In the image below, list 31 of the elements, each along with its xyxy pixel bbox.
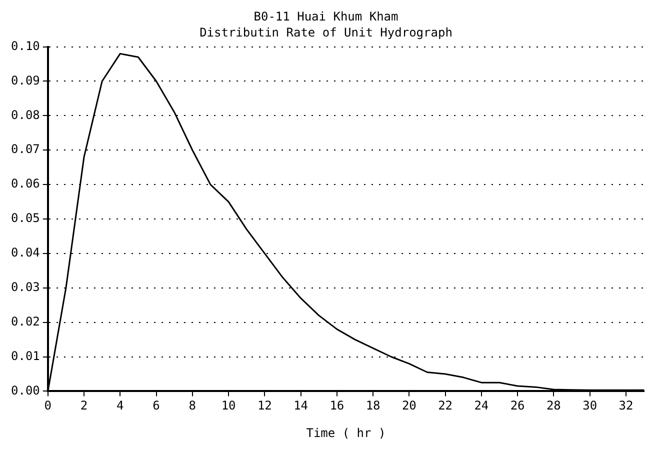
x-tick-label: 14 bbox=[294, 398, 308, 413]
y-tick-label: 0.01 bbox=[10, 348, 40, 363]
x-tick-label: 30 bbox=[582, 398, 598, 413]
y-tick-label: 0.09 bbox=[10, 73, 40, 88]
x-tick-label: 24 bbox=[474, 398, 489, 413]
x-tick-label: 22 bbox=[438, 398, 453, 413]
x-tick-label: 26 bbox=[510, 398, 525, 413]
x-tick-label: 0 bbox=[44, 398, 52, 413]
x-tick-label: 6 bbox=[152, 398, 160, 413]
y-tick-label: 0.10 bbox=[10, 38, 40, 53]
y-tick-label: 0.04 bbox=[10, 246, 40, 260]
y-tick-label: 0.07 bbox=[10, 142, 40, 156]
x-tick-label: 18 bbox=[366, 398, 380, 413]
x-tick-label: 12 bbox=[257, 398, 272, 413]
y-tick-label: 0.03 bbox=[10, 280, 40, 294]
x-tick-label: 4 bbox=[116, 398, 124, 413]
x-tick-label: 2 bbox=[80, 398, 88, 413]
y-tick-label: 0.06 bbox=[10, 176, 40, 191]
x-tick-label: 16 bbox=[330, 398, 344, 413]
x-axis-title: Time ( hr ) bbox=[306, 426, 386, 440]
y-tick-label: 0.00 bbox=[10, 383, 40, 398]
y-tick-label: 0.02 bbox=[10, 314, 40, 328]
x-tick-label: 28 bbox=[546, 398, 561, 413]
chart-title: B0-11 Huai Khum Kham bbox=[254, 9, 398, 24]
x-tick-label: 32 bbox=[618, 398, 634, 413]
x-tick-label: 10 bbox=[221, 398, 236, 413]
chart-subtitle: Distributin Rate of Unit Hydrograph bbox=[200, 26, 452, 40]
y-tick-label: 0.05 bbox=[10, 211, 40, 226]
x-tick-label: 8 bbox=[188, 398, 196, 413]
x-tick-label: 20 bbox=[402, 398, 416, 413]
y-tick-label: 0.08 bbox=[10, 108, 40, 122]
